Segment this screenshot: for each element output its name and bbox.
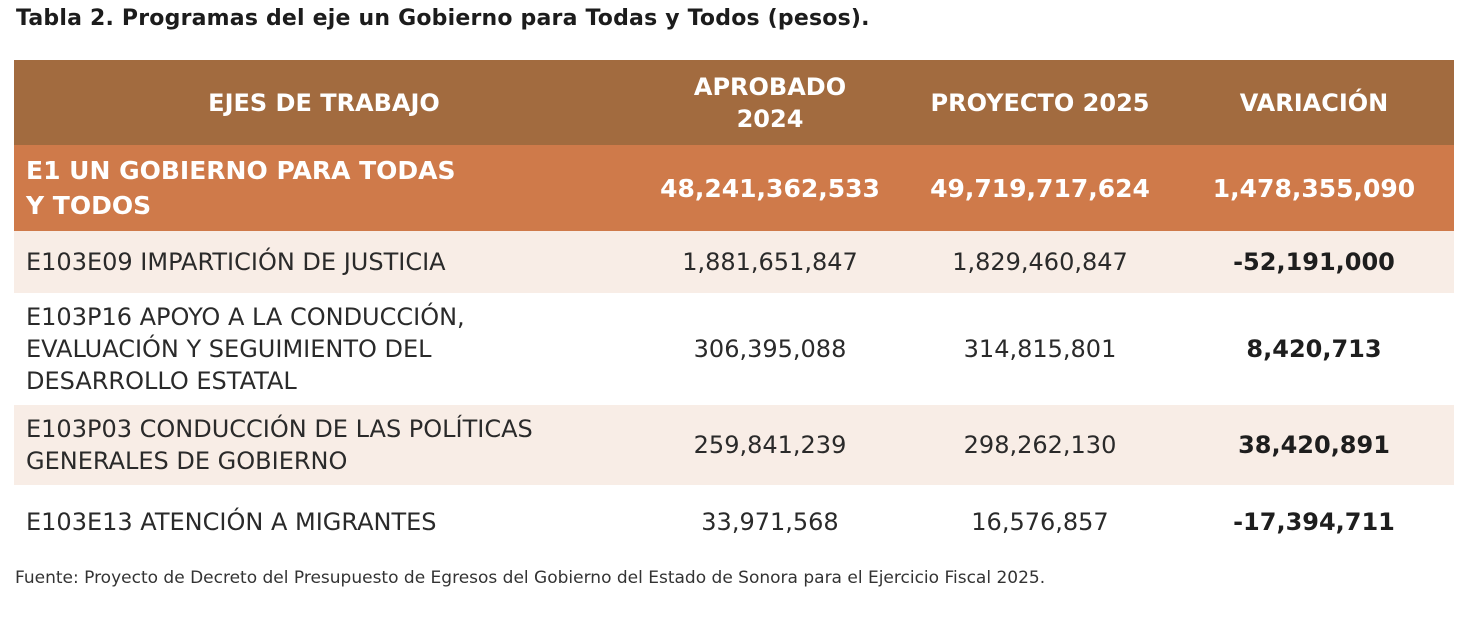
source-note: Fuente: Proyecto de Decreto del Presupue… xyxy=(15,568,1046,588)
column-header-approved-line2: 2024 xyxy=(736,104,804,133)
table-title: Tabla 2. Programas del eje un Gobierno p… xyxy=(16,6,870,31)
total-variation: 1,478,355,090 xyxy=(1212,173,1416,203)
row-approved: 306,395,088 xyxy=(693,335,847,363)
row-project: 1,829,460,847 xyxy=(952,248,1128,276)
budget-table: EJES DE TRABAJO APROBADO 2024 PROYECTO 2… xyxy=(14,60,1454,559)
column-header-ejes: EJES DE TRABAJO xyxy=(208,88,440,117)
column-header-approved: APROBADO 2024 xyxy=(634,60,906,145)
total-row-name: E1 UN GOBIERNO PARA TODAS Y TODOS xyxy=(14,145,634,231)
row-name: E103E13 ATENCIÓN A MIGRANTES xyxy=(14,485,634,559)
row-name: E103P03 CONDUCCIÓN DE LAS POLÍTICAS GENE… xyxy=(14,405,634,485)
total-name-line1: E1 UN GOBIERNO PARA TODAS xyxy=(26,156,456,185)
row-project: 16,576,857 xyxy=(971,508,1109,536)
row-project: 314,815,801 xyxy=(963,335,1117,363)
row-name-line: E103P16 APOYO A LA CONDUCCIÓN, xyxy=(26,303,465,331)
total-name-line2: Y TODOS xyxy=(26,191,152,220)
table-row: E103P03 CONDUCCIÓN DE LAS POLÍTICAS GENE… xyxy=(14,405,1454,485)
row-name-line: E103E09 IMPARTICIÓN DE JUSTICIA xyxy=(26,248,446,276)
table-row: E103P16 APOYO A LA CONDUCCIÓN, EVALUACIÓ… xyxy=(14,293,1454,405)
total-project: 49,719,717,624 xyxy=(930,173,1150,203)
row-name: E103P16 APOYO A LA CONDUCCIÓN, EVALUACIÓ… xyxy=(14,293,634,405)
row-name-line: E103E13 ATENCIÓN A MIGRANTES xyxy=(26,508,437,536)
total-approved: 48,241,362,533 xyxy=(660,173,880,203)
row-approved: 259,841,239 xyxy=(693,431,847,459)
row-name: E103E09 IMPARTICIÓN DE JUSTICIA xyxy=(14,231,634,293)
row-project: 298,262,130 xyxy=(963,431,1117,459)
row-name-line: EVALUACIÓN Y SEGUIMIENTO DEL xyxy=(26,335,432,363)
table-row: E103E13 ATENCIÓN A MIGRANTES 33,971,568 … xyxy=(14,485,1454,559)
row-name-line: DESARROLLO ESTATAL xyxy=(26,367,297,395)
row-variation: -17,394,711 xyxy=(1233,508,1395,536)
total-row: E1 UN GOBIERNO PARA TODAS Y TODOS 48,241… xyxy=(14,145,1454,231)
row-variation: 8,420,713 xyxy=(1246,335,1382,363)
row-name-line: E103P03 CONDUCCIÓN DE LAS POLÍTICAS xyxy=(26,415,533,443)
column-header-variation: VARIACIÓN xyxy=(1239,88,1389,117)
column-header-project: PROYECTO 2025 xyxy=(930,88,1150,117)
table-header-row: EJES DE TRABAJO APROBADO 2024 PROYECTO 2… xyxy=(14,60,1454,145)
row-variation: -52,191,000 xyxy=(1233,248,1395,276)
row-variation: 38,420,891 xyxy=(1238,431,1390,459)
row-approved: 1,881,651,847 xyxy=(682,248,858,276)
row-name-line: GENERALES DE GOBIERNO xyxy=(26,447,348,475)
table-row: E103E09 IMPARTICIÓN DE JUSTICIA 1,881,65… xyxy=(14,231,1454,293)
column-header-approved-line1: APROBADO xyxy=(693,72,847,101)
row-approved: 33,971,568 xyxy=(701,508,839,536)
